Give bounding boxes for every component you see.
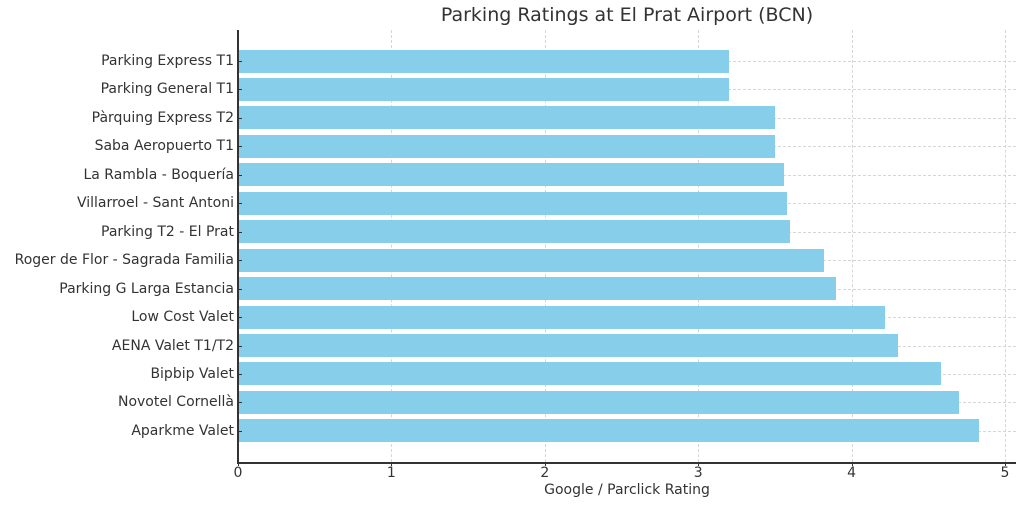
x-grid-line (1005, 30, 1006, 462)
x-tick-mark (391, 462, 393, 466)
x-tick-mark (544, 462, 546, 466)
bar (238, 134, 775, 158)
y-tick-label: Bipbip Valet (150, 365, 234, 382)
y-tick-mark (238, 402, 242, 404)
bar (238, 419, 979, 443)
y-tick-mark (238, 317, 242, 319)
y-tick-label: Parking Express T1 (101, 53, 234, 69)
x-grid-line (391, 30, 393, 462)
y-tick-mark (238, 231, 242, 233)
y-tick-mark (238, 117, 242, 119)
x-tick-mark (698, 462, 700, 466)
y-tick-label: Pàrquing Express T2 (91, 109, 234, 126)
bar (238, 191, 788, 215)
x-tick-mark (851, 462, 853, 466)
bar (238, 334, 898, 357)
y-tick-mark (238, 146, 242, 148)
y-tick-label: La Rambla - Boquería (83, 166, 234, 183)
y-tick-mark (238, 288, 242, 290)
x-tick-label: 0 (233, 465, 243, 481)
y-tick-mark (238, 430, 242, 432)
bar (238, 77, 729, 101)
y-tick-label: Saba Aeropuerto T1 (94, 138, 234, 155)
y-axis-line (237, 30, 239, 463)
x-axis-label: Google / Parclick Rating (544, 482, 710, 498)
x-tick-label: 1 (386, 465, 396, 481)
x-tick-mark (238, 462, 239, 466)
bar (238, 248, 824, 272)
y-tick-label: AENA Valet T1/T2 (111, 337, 234, 354)
x-grid-line (851, 30, 853, 462)
y-tick-label: Parking General T1 (100, 81, 234, 98)
x-grid-line (544, 30, 546, 462)
y-tick-mark (238, 89, 242, 91)
x-axis-line (237, 462, 1016, 464)
y-tick-label: Parking T2 - El Prat (101, 223, 234, 240)
y-tick-label: Roger de Flor - Sagrada Familia (14, 252, 234, 269)
y-tick-mark (238, 61, 242, 62)
bar (238, 305, 886, 329)
bar (238, 390, 959, 414)
x-tick-mark (1005, 462, 1006, 466)
y-tick-mark (238, 373, 242, 375)
bar (238, 220, 791, 244)
y-tick-mark (238, 174, 242, 176)
y-tick-mark (238, 260, 242, 262)
y-tick-label: Novotel Cornellà (117, 394, 234, 411)
bar (238, 277, 837, 301)
y-tick-label: Aparkme Valet (131, 422, 234, 439)
x-tick-label: 2 (540, 465, 550, 481)
y-tick-label: Villarroel - Sant Antoni (76, 195, 234, 212)
chart-title: Parking Ratings at El Prat Airport (BCN) (440, 4, 814, 26)
y-tick-label: Parking G Larga Estancia (59, 280, 234, 297)
y-tick-mark (238, 203, 242, 205)
x-grid-line (698, 30, 700, 462)
bar (238, 362, 941, 386)
bar (238, 106, 775, 130)
bar (238, 49, 729, 73)
x-tick-label: 5 (1000, 465, 1010, 481)
y-tick-mark (238, 345, 242, 347)
x-tick-label: 4 (847, 465, 857, 481)
bar (238, 163, 785, 187)
x-tick-label: 3 (693, 465, 703, 481)
y-tick-label: Low Cost Valet (131, 309, 234, 326)
